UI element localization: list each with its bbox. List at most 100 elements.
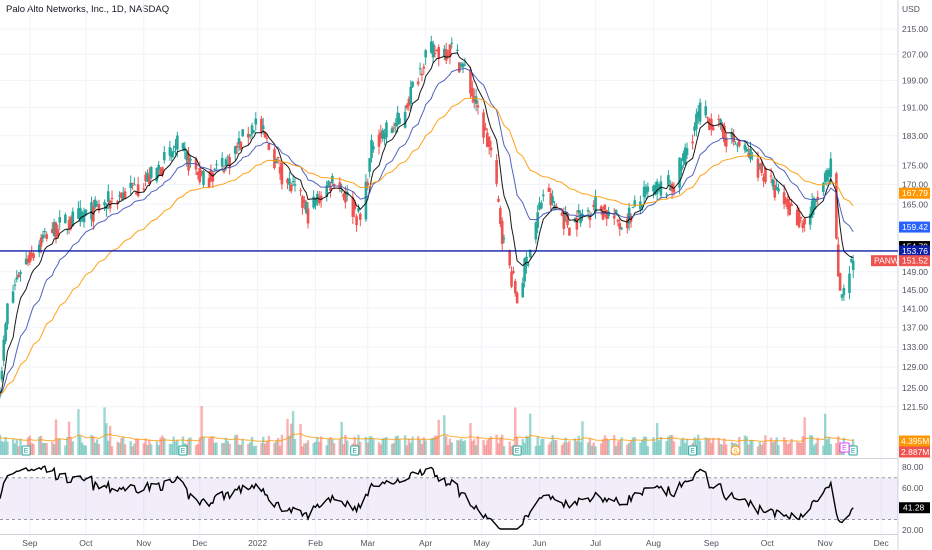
volume-bar: [803, 417, 806, 455]
price-level-tag: [899, 187, 930, 199]
candle-body: [260, 118, 263, 133]
volume-bar: [723, 438, 726, 455]
volume-bar: [103, 407, 106, 455]
volume-bar: [346, 440, 349, 455]
candle-body: [816, 196, 820, 200]
candle-body: [443, 48, 446, 57]
candle-body: [495, 160, 498, 184]
candle-body: [170, 151, 174, 158]
volume-bar: [812, 445, 816, 455]
candle-body: [655, 181, 659, 194]
volume-bar: [92, 436, 95, 455]
volume-bar: [15, 439, 19, 455]
volume-bar: [551, 434, 554, 455]
volume-bar: [118, 442, 121, 455]
volume-bar: [263, 443, 267, 455]
candle-body: [64, 214, 67, 224]
volume-bar: [708, 438, 711, 455]
upcoming-earnings-marker: [839, 442, 850, 453]
candle-body: [758, 163, 762, 167]
volume-bar: [288, 435, 291, 455]
candle-body: [69, 217, 73, 228]
volume-bar: [275, 440, 278, 455]
candle-body: [678, 157, 681, 188]
candle-body: [312, 196, 315, 208]
candle-body: [344, 191, 347, 203]
volume-bar: [394, 436, 397, 455]
volume-bar: [390, 443, 394, 455]
volume-bar: [448, 438, 452, 455]
volume-bar: [669, 435, 672, 455]
candle-body: [396, 112, 399, 125]
volume-bar: [588, 438, 592, 455]
volume-bar: [144, 438, 147, 455]
volume-bar: [586, 442, 590, 455]
candle-body: [808, 213, 812, 225]
candle-body: [172, 151, 175, 153]
volume-bar: [280, 434, 284, 455]
volume-bar: [487, 438, 491, 455]
volume-bar: [538, 445, 541, 455]
volume-bar: [646, 445, 650, 455]
volume-bar: [431, 437, 435, 455]
volume-bar: [176, 439, 179, 455]
candle-body: [289, 184, 293, 192]
volume-bar: [827, 436, 831, 455]
volume-bar: [614, 446, 618, 455]
price-level-tag: [899, 221, 930, 233]
candle-body: [45, 234, 48, 239]
price-tick-label: 199.00: [902, 75, 928, 85]
volume-bar: [639, 442, 642, 455]
candle-body: [325, 185, 329, 198]
candle-body: [601, 211, 605, 220]
volume-bar: [816, 437, 819, 455]
candle-body: [26, 259, 30, 263]
candle-body: [381, 130, 385, 139]
candle-body: [710, 118, 713, 129]
candle-body: [562, 211, 566, 229]
candle-body: [444, 49, 448, 61]
price-tick-label: 145.00: [902, 285, 928, 295]
candle-body: [120, 192, 123, 198]
volume-bar: [566, 442, 569, 455]
volume-bar: [80, 442, 84, 455]
volume-bar: [291, 411, 295, 455]
volume-bar: [366, 442, 369, 455]
candle-body: [502, 238, 506, 240]
candle-body: [134, 192, 138, 195]
volume-bar: [547, 444, 551, 455]
candle-body: [760, 162, 764, 173]
candle-body: [106, 191, 110, 203]
volume-bar: [222, 443, 226, 455]
volume-bar: [579, 441, 582, 455]
candle-body: [786, 199, 790, 210]
volume-bar: [822, 445, 825, 455]
volume-bar: [642, 436, 646, 455]
candle-body: [288, 178, 291, 185]
candle-body: [775, 186, 778, 190]
candle-body: [485, 132, 489, 147]
candle-body: [327, 181, 330, 187]
candle-body: [0, 394, 2, 397]
candle-body: [319, 195, 323, 201]
candle-body: [155, 167, 159, 182]
volume-bar: [782, 437, 786, 455]
volume-bar: [416, 436, 420, 455]
volume-bar: [471, 441, 474, 455]
price-tick-label: 183.00: [902, 131, 928, 141]
volume-bar: [159, 437, 162, 455]
volume-bar: [523, 442, 526, 455]
volume-bar: [0, 441, 4, 455]
volume-bar: [64, 445, 67, 455]
volume-bar: [654, 441, 657, 455]
volume-bar: [110, 446, 114, 455]
candle-body: [736, 145, 739, 147]
candle-body: [370, 139, 373, 159]
volume-bar: [784, 440, 788, 455]
candle-body: [812, 197, 816, 211]
moving-averages: [0, 52, 854, 395]
candle-body: [331, 176, 334, 184]
candle-body: [80, 212, 84, 221]
volume-bar: [370, 436, 373, 455]
